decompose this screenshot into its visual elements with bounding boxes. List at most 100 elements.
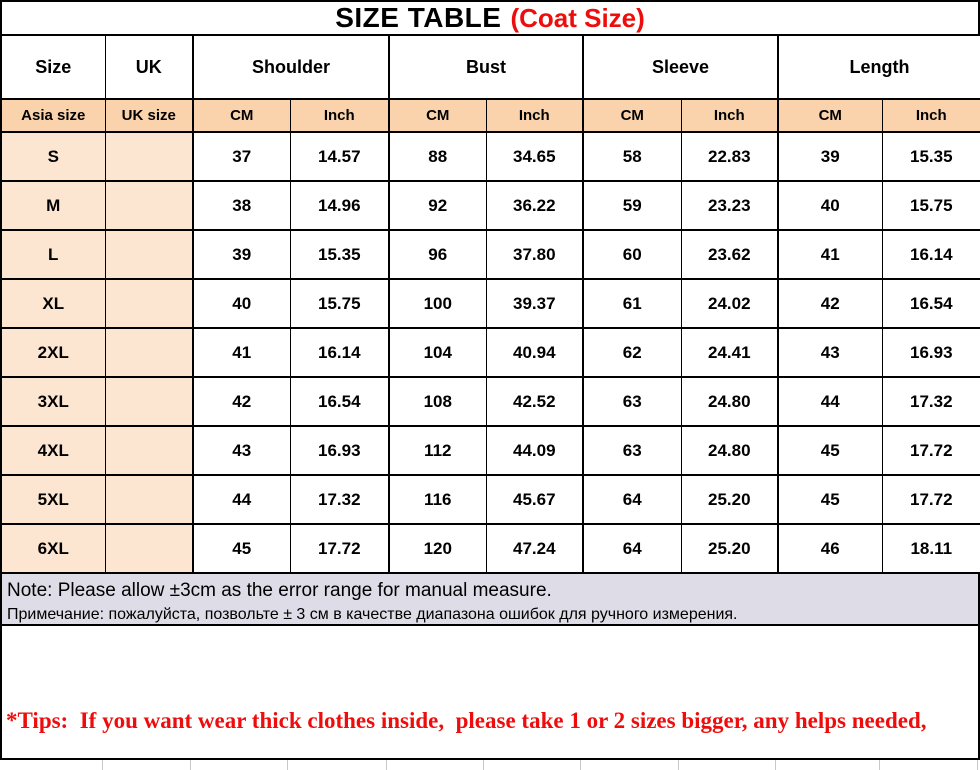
note-box: Note: Please allow ±3cm as the error ran… xyxy=(2,574,978,626)
value-cell: 58 xyxy=(582,132,682,182)
value-cell: 22.83 xyxy=(680,132,779,182)
value-cell: 88 xyxy=(388,132,487,182)
value-cell: 63 xyxy=(582,426,682,476)
value-cell: 42 xyxy=(777,279,883,329)
value-cell: 43 xyxy=(777,328,883,378)
value-cell: 42 xyxy=(192,377,290,427)
table-title: SIZE TABLE (Coat Size) xyxy=(2,2,978,36)
value-cell: 34.65 xyxy=(485,132,584,182)
value-cell: 38 xyxy=(192,181,290,231)
value-cell: 92 xyxy=(388,181,487,231)
size-cell: 4XL xyxy=(2,426,105,476)
value-cell: 60 xyxy=(582,230,682,280)
value-cell: 104 xyxy=(388,328,487,378)
value-cell: 41 xyxy=(777,230,883,280)
value-cell: 37.80 xyxy=(485,230,584,280)
column-group-bust: Bust xyxy=(388,36,584,100)
value-cell: 16.14 xyxy=(289,328,390,378)
uk-size-cell xyxy=(104,328,193,378)
value-cell: 116 xyxy=(388,475,487,525)
value-cell: 39.37 xyxy=(485,279,584,329)
value-cell: 108 xyxy=(388,377,487,427)
column-group-sleeve: Sleeve xyxy=(582,36,779,100)
value-cell: 16.14 xyxy=(881,230,980,280)
value-cell: 45 xyxy=(777,475,883,525)
column-group-uk: UK xyxy=(104,36,193,100)
value-cell: 40.94 xyxy=(485,328,584,378)
value-cell: 24.80 xyxy=(680,426,779,476)
value-cell: 39 xyxy=(192,230,290,280)
value-cell: 63 xyxy=(582,377,682,427)
value-cell: 37 xyxy=(192,132,290,182)
grid-cell xyxy=(288,760,387,770)
value-cell: 42.52 xyxy=(485,377,584,427)
sub-header-0-asia-size: Asia size xyxy=(2,99,105,133)
sub-header-1-uk-size: UK size xyxy=(104,99,193,133)
value-cell: 16.93 xyxy=(881,328,980,378)
size-table-body: S 37 14.57 88 34.65 58 22.83 39 15.35 M 38 14.96 92 3… xyxy=(2,132,980,574)
value-cell: 59 xyxy=(582,181,682,231)
value-cell: 24.02 xyxy=(680,279,779,329)
value-cell: 14.96 xyxy=(289,181,390,231)
uk-size-cell xyxy=(104,475,193,525)
uk-size-cell xyxy=(104,426,193,476)
value-cell: 15.35 xyxy=(881,132,980,182)
table-row-xl: XL 40 15.75 100 39.37 61 24.02 42 16.54 xyxy=(2,279,980,329)
value-cell: 62 xyxy=(582,328,682,378)
value-cell: 16.93 xyxy=(289,426,390,476)
sub-header-3-inch: Inch xyxy=(289,99,390,133)
column-group-shoulder: Shoulder xyxy=(191,36,390,100)
table-row-m: M 38 14.96 92 36.22 59 23.23 40 15.75 xyxy=(2,181,980,231)
value-cell: 23.62 xyxy=(680,230,779,280)
uk-size-cell xyxy=(104,377,193,427)
sub-header-9-inch: Inch xyxy=(881,99,980,133)
size-cell: XL xyxy=(2,279,105,329)
size-cell: 2XL xyxy=(2,328,105,378)
group-header-row: Size UK Shoulder Bust Sleeve Length xyxy=(2,36,980,100)
uk-size-cell xyxy=(104,524,193,574)
value-cell: 45 xyxy=(192,524,290,574)
value-cell: 40 xyxy=(777,181,883,231)
uk-size-cell xyxy=(104,132,193,182)
grid-cell xyxy=(679,760,776,770)
value-cell: 24.80 xyxy=(680,377,779,427)
title-sub: (Coat Size) xyxy=(510,2,645,33)
value-cell: 25.20 xyxy=(680,524,779,574)
grid-cell xyxy=(581,760,679,770)
sub-header-5-inch: Inch xyxy=(485,99,584,133)
value-cell: 17.32 xyxy=(881,377,980,427)
value-cell: 46 xyxy=(777,524,883,574)
value-cell: 15.35 xyxy=(289,230,390,280)
value-cell: 40 xyxy=(192,279,290,329)
uk-size-cell xyxy=(104,279,193,329)
value-cell: 44 xyxy=(777,377,883,427)
value-cell: 41 xyxy=(192,328,290,378)
table-row-6xl: 6XL 45 17.72 120 47.24 64 25.20 46 18.11 xyxy=(2,524,980,574)
value-cell: 44.09 xyxy=(485,426,584,476)
value-cell: 44 xyxy=(192,475,290,525)
uk-size-cell xyxy=(104,230,193,280)
size-cell: L xyxy=(2,230,105,280)
table-row-4xl: 4XL 43 16.93 112 44.09 63 24.80 45 17.72 xyxy=(2,426,980,476)
value-cell: 120 xyxy=(388,524,487,574)
value-cell: 17.72 xyxy=(881,475,980,525)
size-table-head: Size UK Shoulder Bust Sleeve Length Asia size U… xyxy=(2,36,980,133)
size-cell: 3XL xyxy=(2,377,105,427)
value-cell: 96 xyxy=(388,230,487,280)
value-cell: 47.24 xyxy=(485,524,584,574)
value-cell: 24.41 xyxy=(680,328,779,378)
note-line-ru: Примечание: пожалуйста, позвольте ± 3 см… xyxy=(7,606,738,623)
value-cell: 14.57 xyxy=(289,132,390,182)
sub-header-6-cm: CM xyxy=(582,99,682,133)
column-group-size: Size xyxy=(2,36,105,100)
sub-header-8-cm: CM xyxy=(777,99,883,133)
value-cell: 17.72 xyxy=(289,524,390,574)
value-cell: 17.72 xyxy=(881,426,980,476)
size-cell: S xyxy=(2,132,105,182)
value-cell: 43 xyxy=(192,426,290,476)
value-cell: 25.20 xyxy=(680,475,779,525)
size-table: Size UK Shoulder Bust Sleeve Length Asia size U… xyxy=(2,36,980,574)
table-row-5xl: 5XL 44 17.32 116 45.67 64 25.20 45 17.72 xyxy=(2,475,980,525)
